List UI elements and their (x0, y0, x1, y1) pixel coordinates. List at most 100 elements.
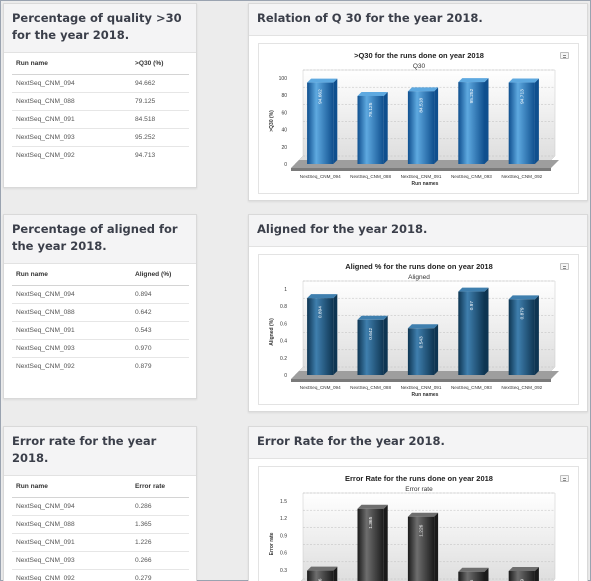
chart-container: Aligned % for the runs done on year 2018… (258, 254, 579, 405)
data-label: 94.662 (318, 89, 324, 104)
bar-top (508, 78, 539, 83)
y-tick-label: 40 (281, 128, 287, 134)
value-cell: 94.713 (131, 146, 189, 164)
value-cell: 94.662 (131, 74, 189, 93)
bar-side (434, 324, 439, 375)
y-axis-label: Error rate (269, 532, 275, 555)
y-tick-label: 1.5 (280, 499, 287, 505)
x-tick-label: NextSeq_CNM_092 (501, 385, 542, 390)
bar[interactable] (407, 91, 435, 164)
column-header-q30: >Q30 (%) (131, 53, 189, 75)
y-tick-label: 60 (281, 110, 287, 116)
y-tick-label: 0 (284, 373, 287, 379)
x-axis-label: Run names (412, 392, 439, 398)
bar[interactable] (508, 299, 535, 375)
value-cell: 95.252 (131, 128, 189, 147)
value-cell: 0.642 (131, 303, 189, 322)
column-header-aligned: Aligned (%) (131, 264, 189, 286)
bar[interactable] (407, 516, 435, 581)
bar-top (307, 78, 338, 83)
y-axis-label: Aligned (%) (269, 318, 275, 346)
aligned-chart-panel: Aligned for the year 2018. Aligned % for… (248, 214, 588, 412)
bar-top (458, 567, 489, 572)
bar[interactable] (458, 291, 485, 375)
y-tick-label: 20 (281, 145, 287, 151)
run-name-cell: NextSeq_CNM_088 (12, 515, 131, 534)
chart-title: Aligned % for the runs done on year 2018 (345, 262, 493, 271)
value-cell: 0.543 (131, 321, 189, 340)
bar-side (534, 78, 539, 164)
bar[interactable] (357, 95, 384, 164)
bar-side (434, 87, 439, 164)
bar[interactable] (458, 571, 485, 581)
bar-top (357, 504, 388, 509)
x-tick-label: NextSeq_CNM_088 (350, 174, 391, 179)
x-axis-label: Run names (412, 181, 439, 187)
bar[interactable] (407, 328, 435, 375)
y-tick-label: 0.3 (280, 568, 287, 574)
chart-subtitle: Aligned (408, 274, 430, 281)
y-tick-label: 0 (284, 162, 287, 168)
bar-top (307, 566, 338, 571)
error-table-panel: Error rate for the year 2018. Run name E… (3, 426, 197, 581)
data-label: 1.226 (419, 524, 425, 536)
bar-top (357, 315, 388, 320)
bar[interactable] (508, 571, 535, 581)
table-row: NextSeq_CNM_092 0.879 (12, 357, 189, 375)
panel-title: Relation of Q 30 for the year 2018. (249, 4, 587, 36)
table-row: NextSeq_CNM_091 0.543 (12, 321, 189, 340)
y-tick-label: 1.2 (280, 516, 287, 522)
run-name-cell: NextSeq_CNM_092 (12, 569, 131, 581)
chart-options-icon[interactable] (560, 263, 569, 270)
run-name-cell: NextSeq_CNM_088 (12, 92, 131, 111)
y-tick-label: 0.6 (280, 321, 287, 327)
chart-container: Error Rate for the runs done on year 201… (258, 466, 579, 581)
bar[interactable] (357, 508, 384, 581)
bar[interactable] (307, 570, 334, 581)
y-tick-label: 0.2 (280, 356, 287, 362)
run-name-cell: NextSeq_CNM_092 (12, 146, 131, 164)
aligned-table: Run name Aligned (%) NextSeq_CNM_094 0.89… (12, 264, 189, 375)
y-tick-label: 80 (281, 93, 287, 99)
x-tick-label: NextSeq_CNM_091 (401, 174, 442, 179)
x-tick-label: NextSeq_CNM_093 (451, 174, 492, 179)
bar[interactable] (357, 319, 384, 375)
q30-table: Run name >Q30 (%) NextSeq_CNM_094 94.662 … (12, 53, 189, 164)
data-label: 79.125 (368, 102, 374, 117)
run-name-cell: NextSeq_CNM_091 (12, 533, 131, 552)
value-cell: 0.879 (131, 357, 189, 375)
run-name-cell: NextSeq_CNM_091 (12, 110, 131, 129)
chart-title: >Q30 for the runs done on year 2018 (354, 51, 484, 60)
chart-title: Error Rate for the runs done on year 201… (345, 474, 493, 483)
aligned-table-panel: Percentage of aligned for the year 2018.… (3, 214, 197, 399)
table-row: NextSeq_CNM_093 0.266 (12, 551, 189, 570)
bar-top (407, 87, 439, 92)
x-tick-label: NextSeq_CNM_091 (401, 385, 442, 390)
error-rate-chart: Error Rate for the runs done on year 201… (269, 474, 556, 581)
run-name-cell: NextSeq_CNM_094 (12, 74, 131, 93)
run-name-cell: NextSeq_CNM_093 (12, 551, 131, 570)
column-header-run-name: Run name (12, 264, 131, 286)
bar[interactable] (458, 82, 485, 164)
chart-options-icon[interactable] (560, 52, 569, 59)
x-tick-label: NextSeq_CNM_092 (501, 174, 542, 179)
y-tick-label: 0.8 (280, 304, 287, 310)
x-tick-label: NextSeq_CNM_094 (300, 174, 341, 179)
q30-chart: >Q30 for the runs done on year 2018 Q30 0 2… (269, 51, 559, 187)
bar[interactable] (307, 82, 334, 164)
table-row: NextSeq_CNM_092 94.713 (12, 146, 189, 164)
column-header-run-name: Run name (12, 53, 131, 75)
y-tick-label: 0.9 (280, 533, 287, 539)
bar-side (333, 566, 338, 581)
chart-options-icon[interactable] (560, 475, 569, 482)
chart-subtitle: Error rate (405, 486, 433, 493)
bar[interactable] (508, 82, 535, 164)
error-table: Run name Error rate NextSeq_CNM_094 0.286… (12, 476, 189, 581)
data-label: 0.286 (318, 578, 324, 581)
data-label: 95.252 (469, 88, 475, 103)
bar-side (484, 567, 489, 581)
bar-side (434, 512, 439, 581)
table-row: NextSeq_CNM_088 1.365 (12, 515, 189, 534)
bar[interactable] (307, 298, 334, 375)
y-tick-label: 0.4 (280, 339, 287, 345)
